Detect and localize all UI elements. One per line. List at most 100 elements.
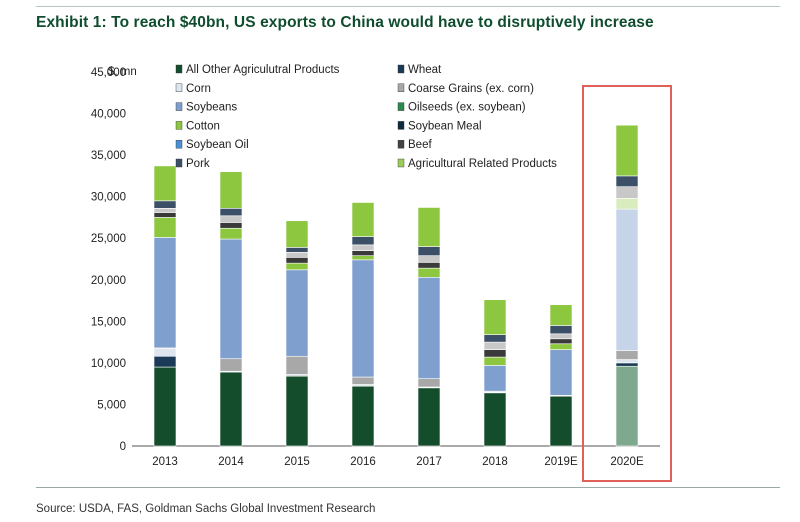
- bar-segment: [153, 355, 177, 368]
- x-tick-label: 2017: [416, 456, 442, 468]
- bar-segment: [483, 365, 507, 392]
- bar-segment: [285, 220, 309, 248]
- bar-segment: [285, 269, 309, 357]
- source-note: Source: USDA, FAS, Goldman Sachs Global …: [36, 503, 376, 515]
- bar-segment: [417, 262, 441, 269]
- bar-segment: [417, 387, 441, 447]
- bar-segment: [615, 365, 639, 447]
- legend-swatch: [175, 158, 183, 168]
- bar-segment: [417, 378, 441, 388]
- bar-segment: [351, 376, 375, 385]
- axis-layer: $, mn 0 5,000 10,000 15,000 20,000 25,000 30,00…: [91, 66, 660, 468]
- legend-swatch: [397, 158, 405, 168]
- bar-segment: [483, 356, 507, 366]
- legend-swatch: [175, 83, 183, 93]
- legend-swatch: [397, 64, 405, 74]
- bar-segment: [549, 395, 573, 447]
- top-rule: [36, 6, 780, 7]
- bar-segment: [615, 359, 639, 364]
- bar-segment: [285, 252, 309, 258]
- bar-segment: [549, 338, 573, 345]
- legend-label: Cotton: [186, 120, 220, 132]
- bar-segment: [483, 299, 507, 335]
- x-tick-label: 2020E: [610, 456, 644, 468]
- bar-segment: [219, 358, 243, 372]
- bar-segment: [219, 238, 243, 360]
- bar-segment: [417, 207, 441, 247]
- x-tick-label: 2016: [350, 456, 376, 468]
- bar-segment: [153, 217, 177, 238]
- bar-segment: [153, 208, 177, 213]
- legend-label: Corn: [186, 83, 211, 95]
- x-tick-label: 2019E: [544, 456, 578, 468]
- legend-swatch: [175, 64, 183, 74]
- legend-label: Pork: [186, 158, 210, 170]
- y-tick-label: 40,000: [91, 109, 126, 121]
- legend-label: Soybean Oil: [186, 139, 249, 151]
- bar-segment: [549, 325, 573, 335]
- legend-label: Beef: [408, 139, 432, 151]
- bar-segment: [351, 236, 375, 246]
- bar-segment: [615, 362, 639, 367]
- x-tick-label: 2015: [284, 456, 310, 468]
- bar-segment: [351, 255, 375, 261]
- y-tick-label: 35,000: [91, 150, 126, 162]
- highlight-box-2020E: [582, 85, 672, 482]
- bar-segment: [153, 165, 177, 202]
- legend-swatch: [175, 139, 183, 149]
- bar-segment: [417, 276, 441, 379]
- y-tick-label: 0: [120, 441, 126, 453]
- x-tick-label: 2014: [218, 456, 244, 468]
- bar-segment: [285, 262, 309, 271]
- y-tick-label: 15,000: [91, 316, 126, 328]
- legend-layer: All Other Agriculutral Products Wheat Corn…: [175, 64, 557, 170]
- bar-segment: [219, 208, 243, 217]
- bar-segment: [483, 334, 507, 343]
- y-tick-label: 20,000: [91, 275, 126, 287]
- bar-segment: [351, 259, 375, 378]
- bars-layer: [153, 124, 639, 447]
- bar-segment: [219, 215, 243, 223]
- y-tick-label: 45,000: [91, 67, 126, 79]
- bar-segment: [615, 175, 639, 187]
- bar-segment: [483, 392, 507, 447]
- legend-label: Coarse Grains (ex. corn): [408, 83, 534, 95]
- bar-segment: [417, 255, 441, 263]
- bar-segment: [483, 349, 507, 358]
- bar-segment: [219, 222, 243, 229]
- legend-swatch: [397, 139, 405, 149]
- legend-label: Soybean Meal: [408, 120, 482, 132]
- x-tick-label: 2013: [152, 456, 178, 468]
- bar-segment: [417, 246, 441, 256]
- bar-segment: [417, 267, 441, 278]
- bar-segment: [549, 304, 573, 326]
- y-tick-label: 25,000: [91, 233, 126, 245]
- bar-segment: [285, 257, 309, 264]
- y-tick-label: 10,000: [91, 358, 126, 370]
- y-tick-label: 30,000: [91, 192, 126, 204]
- bar-segment: [615, 350, 639, 360]
- bar-segment: [615, 208, 639, 351]
- bar-segment: [219, 171, 243, 209]
- bar-segment: [351, 250, 375, 256]
- bar-segment: [219, 227, 243, 240]
- bar-segment: [219, 371, 243, 447]
- bar-segment: [153, 212, 177, 218]
- legend-swatch: [175, 121, 183, 130]
- bar-segment: [153, 200, 177, 209]
- y-tick-label: 5,000: [97, 399, 126, 411]
- legend-label: Wheat: [408, 64, 442, 76]
- legend-swatch: [397, 83, 405, 93]
- legend-label: All Other Agriculutral Products: [186, 64, 340, 76]
- bar-segment: [615, 186, 639, 199]
- legend-swatch: [397, 121, 405, 130]
- legend-label: Agricultural Related Products: [408, 158, 557, 170]
- bar-segment: [549, 333, 573, 340]
- bar-segment: [549, 349, 573, 396]
- legend-swatch: [175, 102, 183, 111]
- y-unit-label: $, mn: [108, 66, 137, 78]
- bar-segment: [351, 244, 375, 251]
- x-tick-label: 2018: [482, 456, 508, 468]
- legend-label: Soybeans: [186, 102, 237, 114]
